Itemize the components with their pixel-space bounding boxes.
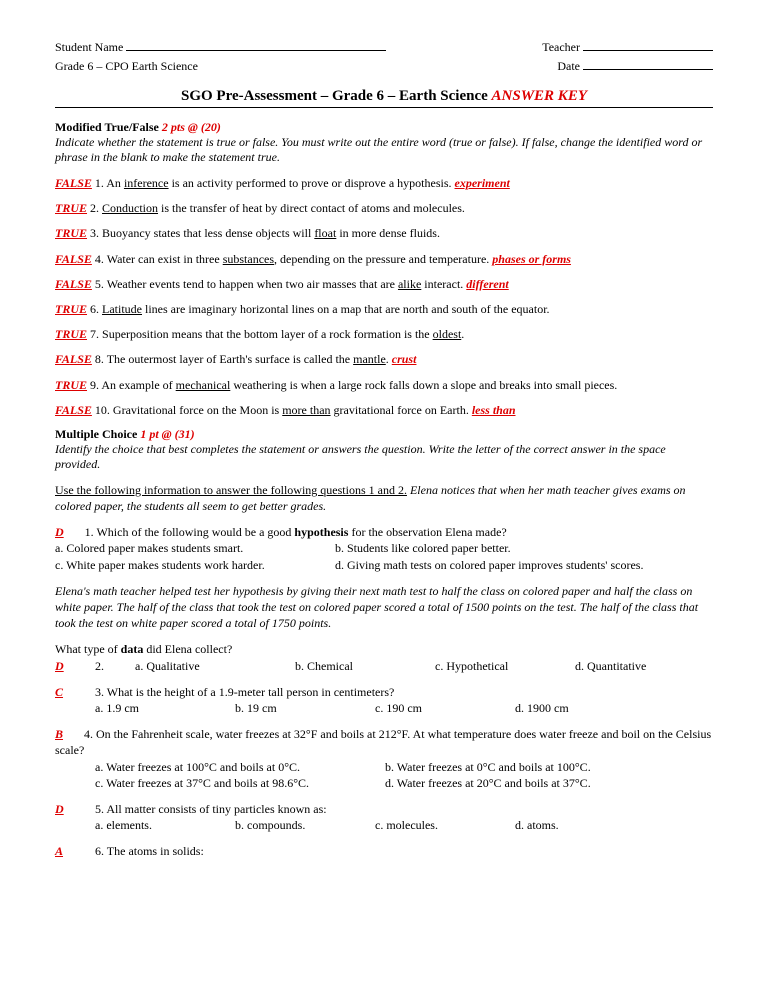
q2-ans: D bbox=[55, 659, 64, 673]
question-1: D 1. Which of the following would be a g… bbox=[55, 524, 713, 573]
q2-opt-a: a. Qualitative bbox=[135, 658, 295, 674]
q2-lead-post: did Elena collect? bbox=[143, 642, 232, 656]
q3-opt-a: a. 1.9 cm bbox=[95, 700, 235, 716]
q3-opt-d: d. 1900 cm bbox=[515, 700, 569, 716]
q1-opt-d: d. Giving math tests on colored paper im… bbox=[335, 557, 643, 573]
page-title: SGO Pre-Assessment – Grade 6 – Earth Sci… bbox=[55, 88, 713, 105]
tf-item: TRUE 3. Buoyancy states that less dense … bbox=[55, 225, 713, 241]
q5-text: All matter consists of tiny particles kn… bbox=[104, 802, 327, 816]
question-4: B 4. On the Fahrenheit scale, water free… bbox=[55, 726, 713, 791]
q5-opt-d: d. atoms. bbox=[515, 817, 559, 833]
header-row-2: Grade 6 – CPO Earth Science Date bbox=[55, 59, 713, 74]
mc-label: Multiple Choice bbox=[55, 427, 140, 441]
q4-text: On the Fahrenheit scale, water freezes a… bbox=[55, 727, 711, 757]
tf-item: TRUE 6. Latitude lines are imaginary hor… bbox=[55, 301, 713, 317]
q2-opt-b: b. Chemical bbox=[295, 658, 435, 674]
question-2: What type of data did Elena collect? D 2… bbox=[55, 641, 713, 673]
q6-ans: A bbox=[55, 844, 63, 858]
q2-lead-pre: What type of bbox=[55, 642, 121, 656]
tf-list: FALSE 1. An inference is an activity per… bbox=[55, 175, 713, 418]
tf-section-header: Modified True/False 2 pts @ (20) bbox=[55, 120, 713, 135]
title-key: ANSWER KEY bbox=[492, 88, 587, 104]
tf-instructions: Indicate whether the statement is true o… bbox=[55, 135, 713, 165]
q1-post: for the observation Elena made? bbox=[348, 525, 506, 539]
q4-num: 4. bbox=[84, 727, 93, 741]
q5-ans: D bbox=[55, 802, 64, 816]
q1-opt-a: a. Colored paper makes students smart. bbox=[55, 540, 335, 556]
q5-num: 5. bbox=[95, 802, 104, 816]
q1-pre: Which of the following would be a good bbox=[94, 525, 295, 539]
tf-item: FALSE 10. Gravitational force on the Moo… bbox=[55, 402, 713, 418]
student-name-label: Student Name bbox=[55, 40, 123, 54]
tf-item: TRUE 7. Superposition means that the bot… bbox=[55, 326, 713, 342]
date-field: Date bbox=[557, 59, 713, 74]
q1-ans: D bbox=[55, 525, 64, 539]
q5-opt-a: a. elements. bbox=[95, 817, 235, 833]
mc-instructions: Identify the choice that best completes … bbox=[55, 442, 713, 472]
q6-text: The atoms in solids: bbox=[104, 844, 204, 858]
q4-opt-b: b. Water freezes at 0°C and boils at 100… bbox=[385, 759, 591, 775]
tf-item: FALSE 5. Weather events tend to happen w… bbox=[55, 276, 713, 292]
tf-item: FALSE 8. The outermost layer of Earth's … bbox=[55, 351, 713, 367]
q5-opt-b: b. compounds. bbox=[235, 817, 375, 833]
tf-item: TRUE 9. An example of mechanical weather… bbox=[55, 377, 713, 393]
q2-num: 2. bbox=[95, 658, 135, 674]
student-name-line bbox=[126, 50, 386, 51]
context-1: Use the following information to answer … bbox=[55, 482, 713, 514]
teacher-label: Teacher bbox=[542, 40, 580, 54]
q1-opt-b: b. Students like colored paper better. bbox=[335, 540, 511, 556]
title-main: SGO Pre-Assessment – Grade 6 – Earth Sci… bbox=[181, 88, 492, 104]
mc-points: 1 pt @ (31) bbox=[140, 427, 194, 441]
q4-opt-a: a. Water freezes at 100°C and boils at 0… bbox=[95, 759, 385, 775]
tf-item: FALSE 4. Water can exist in three substa… bbox=[55, 251, 713, 267]
q3-ans: C bbox=[55, 685, 63, 699]
teacher-line bbox=[583, 50, 713, 51]
q3-opt-b: b. 19 cm bbox=[235, 700, 375, 716]
tf-item: TRUE 2. Conduction is the transfer of he… bbox=[55, 200, 713, 216]
date-label: Date bbox=[557, 59, 580, 73]
q1-bold: hypothesis bbox=[294, 525, 348, 539]
question-3: C 3. What is the height of a 1.9-meter t… bbox=[55, 684, 713, 716]
teacher-field: Teacher bbox=[542, 40, 713, 55]
title-divider bbox=[55, 107, 713, 108]
q3-opt-c: c. 190 cm bbox=[375, 700, 515, 716]
question-6: A 6. The atoms in solids: bbox=[55, 843, 713, 859]
course-label: Grade 6 – CPO Earth Science bbox=[55, 59, 198, 74]
q2-opt-d: d. Quantitative bbox=[575, 658, 646, 674]
q1-opt-c: c. White paper makes students work harde… bbox=[55, 557, 335, 573]
q5-opt-c: c. molecules. bbox=[375, 817, 515, 833]
tf-label: Modified True/False bbox=[55, 120, 162, 134]
q1-num: 1. bbox=[85, 525, 94, 539]
question-5: D 5. All matter consists of tiny particl… bbox=[55, 801, 713, 833]
context1-lead: Use the following information to answer … bbox=[55, 483, 407, 497]
q3-text: What is the height of a 1.9-meter tall p… bbox=[104, 685, 394, 699]
date-line bbox=[583, 69, 713, 70]
q3-num: 3. bbox=[95, 685, 104, 699]
q4-ans: B bbox=[55, 727, 63, 741]
context-2: Elena's math teacher helped test her hyp… bbox=[55, 583, 713, 632]
q4-opt-d: d. Water freezes at 20°C and boils at 37… bbox=[385, 775, 591, 791]
mc-section-header: Multiple Choice 1 pt @ (31) bbox=[55, 427, 713, 442]
q4-opt-c: c. Water freezes at 37°C and boils at 98… bbox=[95, 775, 385, 791]
q2-opt-c: c. Hypothetical bbox=[435, 658, 575, 674]
tf-points: 2 pts @ (20) bbox=[162, 120, 221, 134]
tf-item: FALSE 1. An inference is an activity per… bbox=[55, 175, 713, 191]
header-row-1: Student Name Teacher bbox=[55, 40, 713, 55]
q2-lead-bold: data bbox=[121, 642, 144, 656]
q6-num: 6. bbox=[95, 844, 104, 858]
student-name-field: Student Name bbox=[55, 40, 386, 55]
